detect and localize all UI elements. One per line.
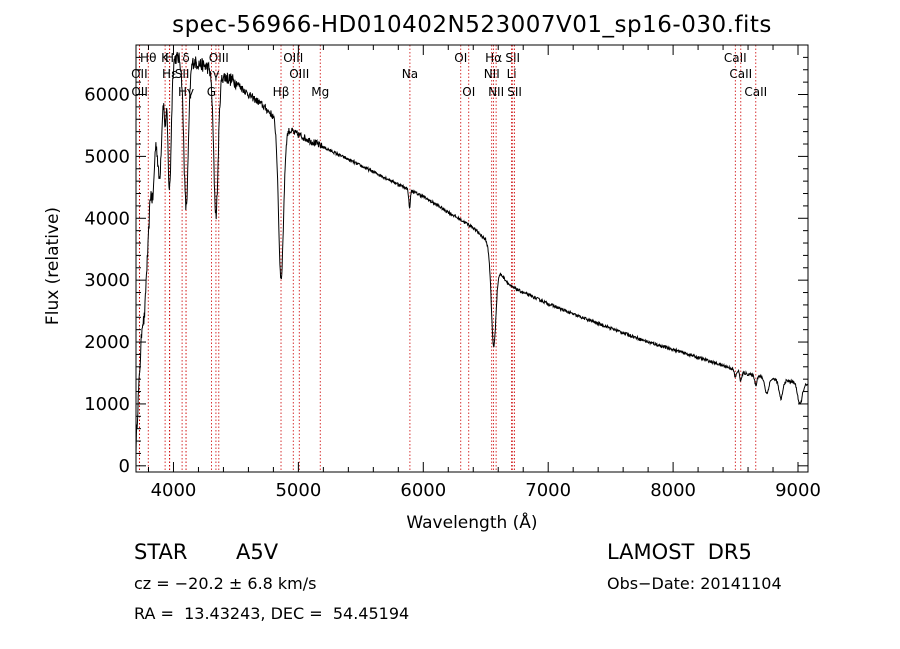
line-label-15: Mg — [311, 85, 329, 99]
chart-title: spec-56966-HD010402N523007V01_sp16-030.f… — [172, 12, 772, 38]
y-tick-label: 1000 — [84, 394, 130, 415]
line-label-19: Hα — [485, 51, 502, 65]
line-label-22: SII — [505, 51, 520, 65]
line-label-8: SII — [175, 67, 190, 81]
x-tick-label: 5000 — [275, 480, 321, 501]
y-tick-label: 2000 — [84, 332, 130, 353]
y-tick-label: 6000 — [84, 85, 130, 106]
y-tick-label: 0 — [119, 456, 130, 477]
line-label-18: OI — [462, 85, 475, 99]
axis-ticks: 4000 5000 6000 7000 8000 9000 0 1000 2000 3000 400… — [84, 45, 821, 501]
line-label-12: Hβ — [273, 85, 290, 99]
coordinates: RA = 13.43243, DEC = 54.45194 — [134, 604, 410, 623]
spectrum-series — [135, 51, 809, 455]
line-label-7: δ — [182, 51, 189, 65]
x-tick-label: 7000 — [525, 480, 571, 501]
line-label-13: OIII — [283, 51, 303, 65]
line-label-17: OI — [454, 51, 467, 65]
line-label-21: NII — [488, 85, 504, 99]
x-tick-label: 8000 — [650, 480, 696, 501]
spectral-subclass: A5V — [236, 540, 279, 564]
object-type: STAR — [134, 540, 188, 564]
observation-date: Obs−Date: 20141104 — [607, 574, 782, 593]
line-label-20: NII — [484, 67, 500, 81]
line-label-2: OII — [131, 85, 148, 99]
line-label-27: CaII — [744, 85, 767, 99]
y-tick-label: 3000 — [84, 270, 130, 291]
x-axis-label: Wavelength (Å) — [406, 511, 537, 533]
x-tick-label: 6000 — [400, 480, 446, 501]
y-tick-label: 5000 — [84, 146, 130, 167]
survey-name: LAMOST DR5 — [607, 540, 752, 564]
spectral-line-markers: HθOIIOIIKHHεHγδSIIGOIIIγHβOIIIOIIIMgNaOI… — [131, 45, 767, 472]
x-tick-label: 9000 — [775, 480, 821, 501]
plot-frame — [135, 44, 809, 473]
line-label-14: OIII — [289, 67, 309, 81]
line-label-11: γ — [212, 67, 219, 81]
line-label-26: CaII — [729, 67, 752, 81]
line-label-23: Li — [507, 67, 517, 81]
y-tick-label: 4000 — [84, 208, 130, 229]
y-axis-label: Flux (relative) — [43, 207, 63, 325]
line-label-0: Hθ — [140, 51, 156, 65]
line-label-16: Na — [402, 67, 418, 81]
line-label-24: SII — [507, 85, 522, 99]
line-label-25: CaII — [724, 51, 747, 65]
line-label-3: K — [161, 51, 170, 65]
line-label-10: OIII — [209, 51, 229, 65]
line-label-4: H — [165, 51, 174, 65]
x-tick-label: 4000 — [151, 480, 197, 501]
redshift-velocity: cz = −20.2 ± 6.8 km/s — [134, 574, 317, 593]
